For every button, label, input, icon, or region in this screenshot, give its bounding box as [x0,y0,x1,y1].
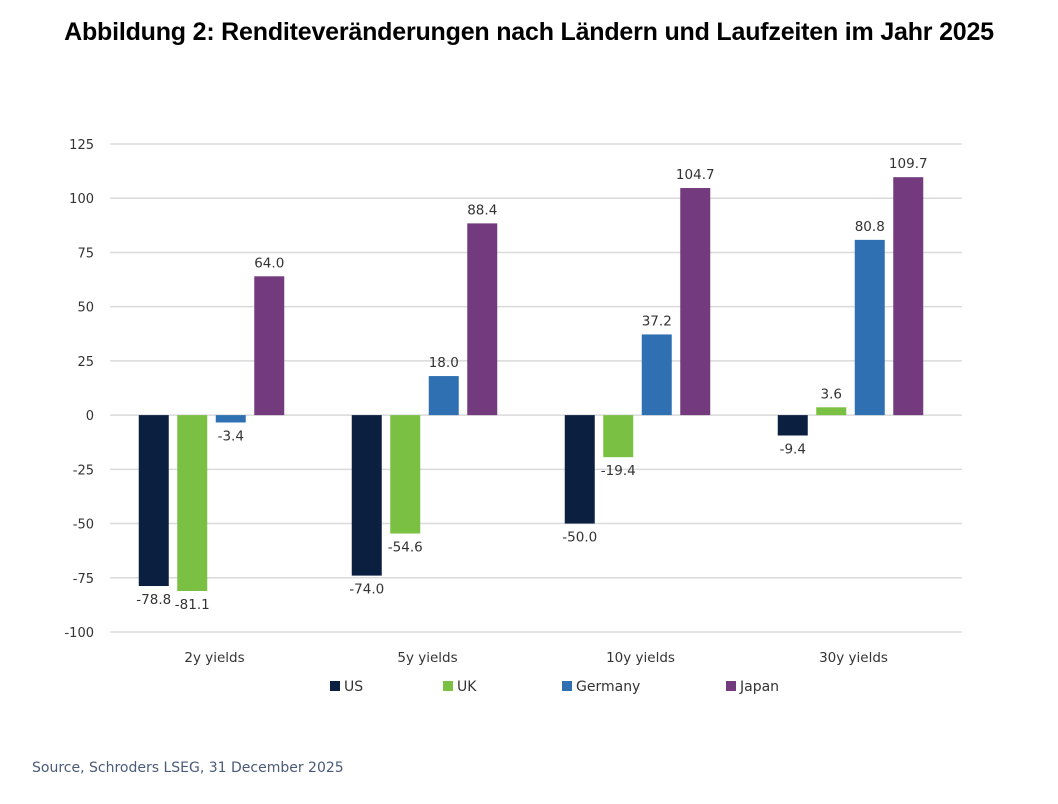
bar-germany-0[interactable] [215,415,246,423]
data-label: -78.8 [136,592,171,608]
legend-swatch-us [330,681,340,691]
legend-label-us[interactable]: US [344,679,363,695]
bar-japan-0[interactable] [254,276,285,416]
x-category-label: 5y yields [397,650,457,666]
bar-chart: 125 100 75 50 25 0 -25 -50 -75 -100 -78.8 -81.1 -3.… [64,138,962,695]
bars [138,177,924,592]
y-tick-label: -75 [73,572,94,587]
y-tick-label: 75 [77,246,94,261]
legend-swatch-japan [726,681,736,691]
y-tick-label: 50 [77,301,94,316]
bar-germany-3[interactable] [854,239,885,416]
x-category-label: 30y yields [819,650,888,666]
data-label: 3.6 [821,386,842,402]
bar-germany-2[interactable] [641,334,672,416]
bar-us-2[interactable] [564,415,595,524]
y-tick-label: -100 [64,626,94,641]
bar-germany-1[interactable] [428,376,459,416]
y-tick-label: -50 [73,518,94,533]
legend-swatch-germany [562,681,572,691]
y-tick-label: 25 [77,355,94,370]
y-tick-label: 125 [69,138,94,153]
y-tick-label: -25 [73,463,94,478]
data-label: 88.4 [467,202,497,218]
y-axis-ticks: 125 100 75 50 25 0 -25 -50 -75 -100 [64,138,94,641]
x-category-label: 2y yields [184,650,244,666]
data-label: -9.4 [780,441,806,457]
bar-uk-3[interactable] [816,407,847,416]
data-label: -74.0 [349,582,384,598]
bar-uk-1[interactable] [390,415,421,534]
bar-us-0[interactable] [138,415,169,587]
source-note: Source, Schroders LSEG, 31 December 2025 [32,760,344,776]
gridlines [110,143,962,633]
legend-label-germany[interactable]: Germany [576,679,640,695]
y-tick-label: 0 [86,409,94,424]
data-label: 64.0 [254,255,284,271]
data-labels: -78.8 -81.1 -3.4 64.0 -74.0 -54.6 18.0 88.4 -50.… [136,156,927,613]
data-label: -81.1 [175,597,210,613]
bar-us-1[interactable] [351,415,382,576]
bar-uk-2[interactable] [603,415,634,458]
x-category-label: 10y yields [606,650,675,666]
data-label: -19.4 [601,463,636,479]
bar-japan-2[interactable] [680,188,711,416]
y-tick-label: 100 [69,192,94,207]
data-label: -54.6 [388,540,423,556]
bar-uk-0[interactable] [177,415,208,592]
legend-label-uk[interactable]: UK [457,679,477,695]
legend-swatch-uk [443,681,453,691]
data-label: 104.7 [676,167,715,183]
data-label: 37.2 [642,313,672,329]
data-label: -50.0 [562,530,597,546]
data-label: 18.0 [429,355,459,371]
chart-title: Abbildung 2: Renditeveränderungen nach L… [64,18,994,46]
bar-us-3[interactable] [777,415,808,436]
bar-japan-1[interactable] [467,223,498,416]
data-label: 80.8 [855,219,885,235]
legend-label-japan[interactable]: Japan [739,679,779,695]
bar-japan-3[interactable] [893,177,924,416]
data-label: -3.4 [218,428,244,444]
data-label: 109.7 [889,156,928,172]
x-axis-categories: 2y yields 5y yields 10y yields 30y yields [184,650,888,666]
legend: US UK Germany Japan [330,679,779,695]
